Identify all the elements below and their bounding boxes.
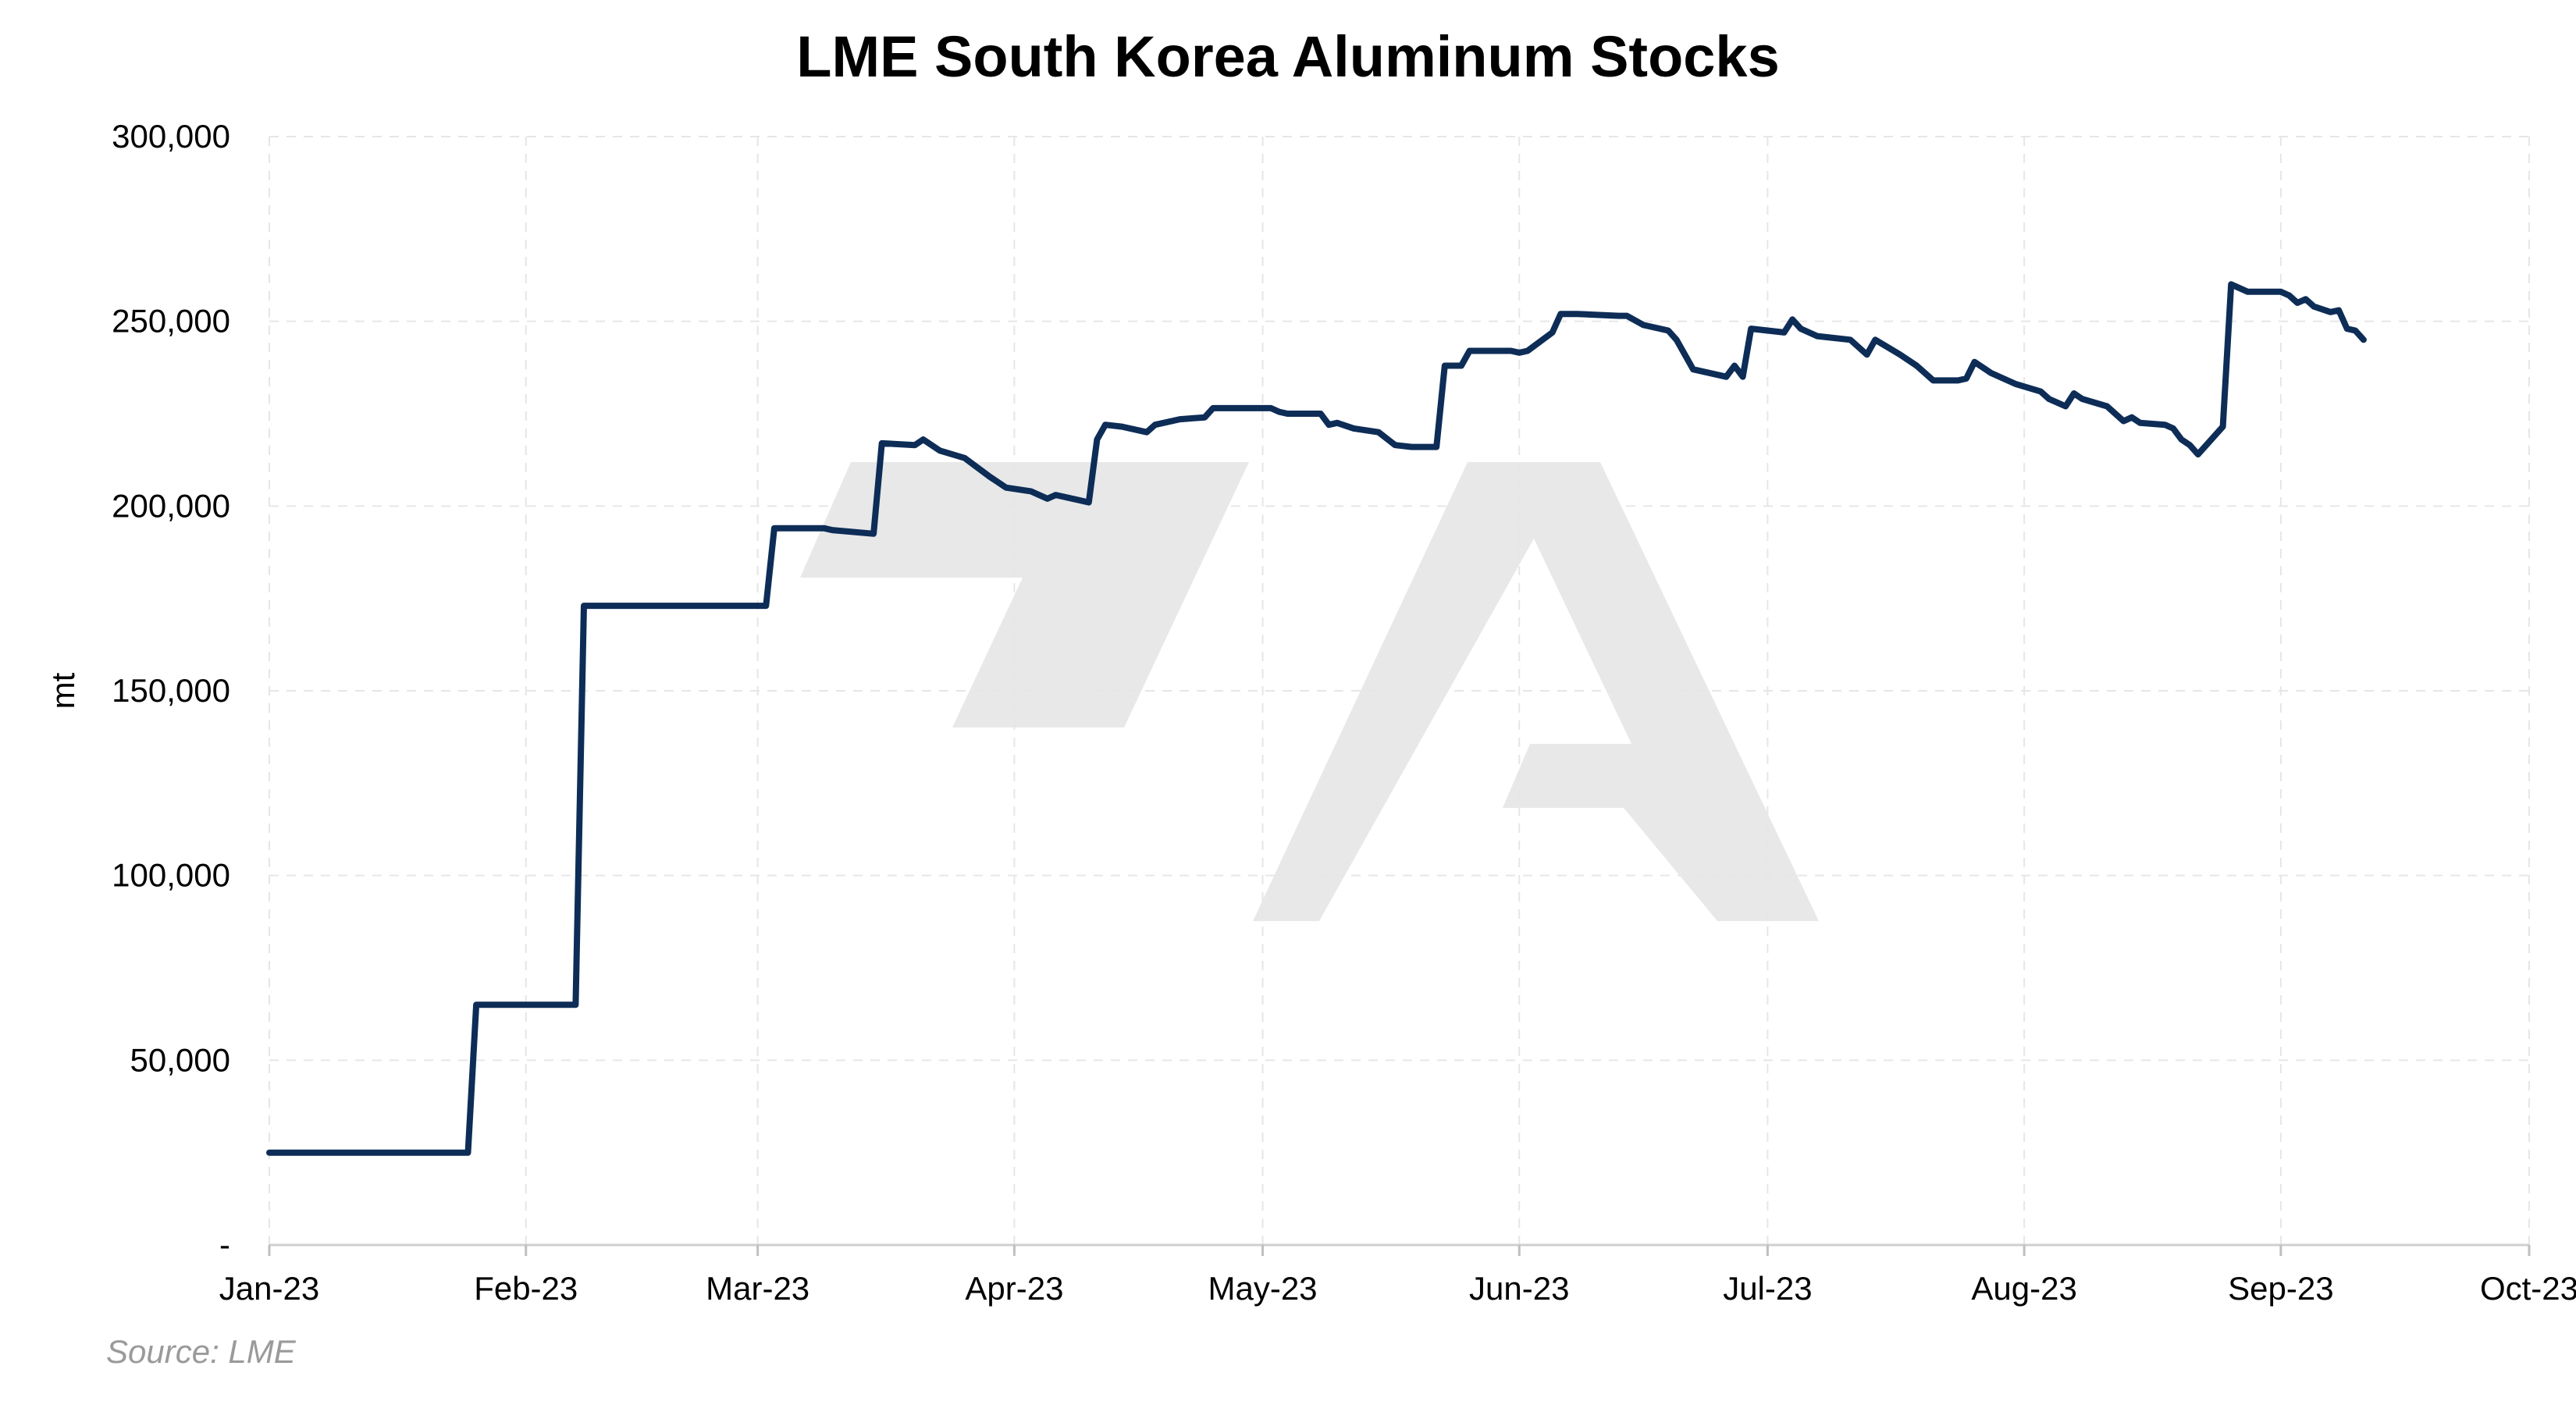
y-tick-label: 200,000 <box>112 487 230 524</box>
y-axis-title: mt <box>44 672 81 709</box>
x-tick-label: May-23 <box>1208 1270 1317 1307</box>
gridlines <box>269 136 2530 1245</box>
watermark-logo <box>800 462 1819 921</box>
x-tick-label: Feb-23 <box>474 1270 578 1307</box>
series-line <box>266 281 2367 1156</box>
x-tick-label: Sep-23 <box>2228 1270 2333 1307</box>
chart-title: LME South Korea Aluminum Stocks <box>796 24 1780 89</box>
y-tick-label: 250,000 <box>112 303 230 340</box>
x-tick-label: Jan-23 <box>219 1270 319 1307</box>
x-tick-label: Aug-23 <box>1971 1270 2076 1307</box>
y-tick-label: 50,000 <box>130 1041 230 1078</box>
y-tick-label: 100,000 <box>112 857 230 894</box>
source-note: Source: LME <box>106 1333 296 1370</box>
x-tick-label: Apr-23 <box>965 1270 1063 1307</box>
x-tick-label: Oct-23 <box>2480 1270 2576 1307</box>
x-tick-label: Jun-23 <box>1469 1270 1569 1307</box>
y-tick-label: - <box>219 1226 230 1263</box>
y-tick-label: 300,000 <box>112 118 230 155</box>
y-tick-label: 150,000 <box>112 672 230 709</box>
axis-ticks: - 50,000 100,000 150,000 200,000 250,000 300,0… <box>112 118 2576 1307</box>
x-tick-label: Mar-23 <box>706 1270 809 1307</box>
x-tick-label: Jul-23 <box>1723 1270 1812 1307</box>
